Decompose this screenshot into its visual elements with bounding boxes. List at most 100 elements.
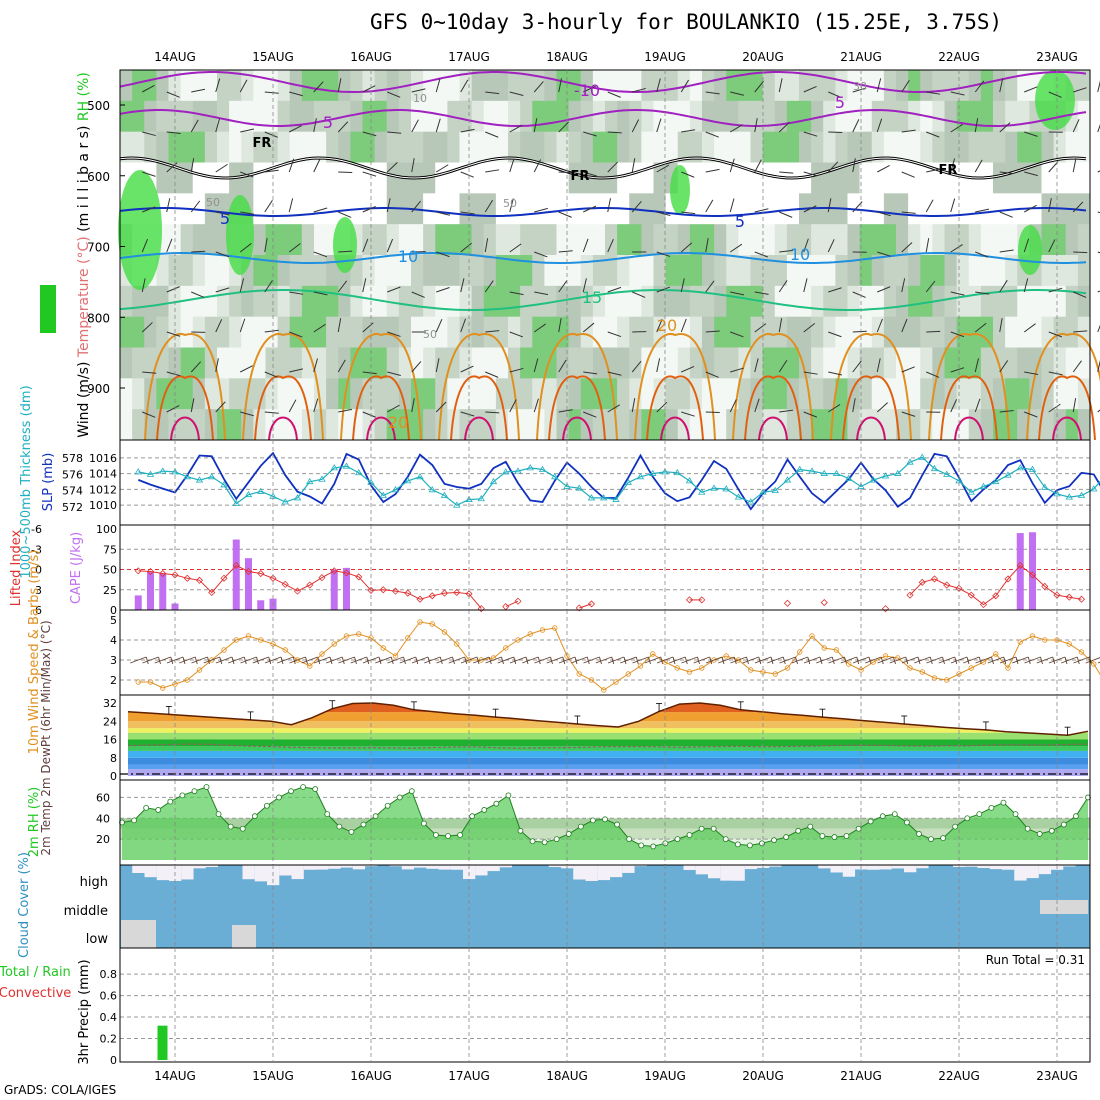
wind-barb [999,410,1014,413]
wind-barb [215,163,228,173]
rh-cell [132,316,145,348]
wind-speed-marker [588,677,595,683]
thickness-marker [342,462,351,469]
wind-speed-marker [882,653,889,659]
rh-cell [605,224,618,256]
rh-cell [156,285,169,318]
rh-cell [423,316,436,348]
rh-marker [300,784,307,790]
rh-cell [980,193,994,225]
wind-barb [779,171,794,174]
wind-barb [656,318,663,333]
wind-barb [950,158,956,173]
lifted-index-marker [453,588,461,597]
wind-barb [705,91,720,95]
contour-label: 5 [735,212,745,231]
wind-speed-marker [527,631,533,637]
high-cloud-gap [610,865,623,878]
wind-barb [656,164,670,173]
wind-barb [239,278,245,293]
panel-bg [120,525,1090,610]
rh-cell [702,285,715,318]
rh-cell [532,162,545,194]
rh-cell [398,224,412,256]
temperature-contour [268,416,298,441]
rh-cell [580,255,594,287]
rh-cell [738,100,751,133]
wind-barb [754,358,759,373]
rh-cell [617,162,630,194]
li-tick: 6 [35,604,42,617]
cape-bar [134,595,142,610]
wind-barb-10m [889,656,906,664]
rh-cell [338,162,351,194]
rh-cell [508,70,521,102]
wind-barb [558,250,573,253]
rh-cell [435,193,448,225]
wind-barb [485,330,500,333]
thickness-marker [306,477,314,485]
rh-cell [702,193,715,225]
high-cloud-gap [303,865,317,870]
wind-barb [656,211,671,216]
rh-cell [277,347,291,379]
wind-barb [1097,80,1100,93]
wind-barb-10m [672,656,676,665]
rh-cell [665,131,679,163]
wind-barb [901,366,915,373]
wind-barb [950,399,958,413]
wind-barb-10m [534,656,551,664]
thickness-marker [563,482,571,489]
rh-cell [374,162,388,194]
rh-cell [932,100,945,133]
wind-barb-10m [219,656,223,665]
wind-barb [166,331,181,337]
wind-barb [387,331,401,337]
rh-cell [811,316,824,348]
rh-marker [602,816,608,823]
wind-barb [583,131,597,137]
thickness-marker [171,468,179,475]
wind-barb-10m [623,656,627,665]
temperature-contour [340,333,422,441]
slp-tick: 1014 [89,468,117,481]
temperature-contour [119,252,1087,264]
rh-cell [265,378,279,410]
wind-barb [607,91,621,98]
rh-cell [568,100,582,133]
wind-barb [166,131,181,135]
wind-barb-10m [893,656,896,665]
rh-cell [823,224,836,256]
rh-cell [1017,70,1030,102]
rh-cell [447,409,460,441]
rh-cell [592,378,606,410]
lifted-index-marker [232,561,240,570]
lifted-index-marker [159,569,167,578]
lifted-index-marker [306,581,314,589]
wind-barb-10m [742,656,759,664]
rh-cell [799,285,812,318]
thickness-marker [649,469,657,476]
rh-ylabel: 2m RH (%) [27,787,42,858]
wind-barb [190,361,202,373]
wind-barb [656,358,661,373]
wind-barb [926,330,941,333]
rh-cell [847,224,861,256]
wind-barb [828,371,843,376]
rh-cell [993,193,1006,225]
thickness-marker [502,468,510,475]
wind-barb [240,171,254,178]
rh-cell [617,316,630,348]
rh-cell [605,316,618,348]
rh-cell [217,255,230,287]
rh-cell [241,131,254,163]
wind-barb-10m [497,656,514,664]
rh-cell [192,162,206,194]
wind-barb [607,331,622,338]
rh-cell [629,131,642,163]
rh-cell [871,131,885,163]
rh-cell [920,224,933,256]
wind-barb [583,411,597,418]
wind-barb [583,205,597,213]
rh-cell [714,409,727,441]
